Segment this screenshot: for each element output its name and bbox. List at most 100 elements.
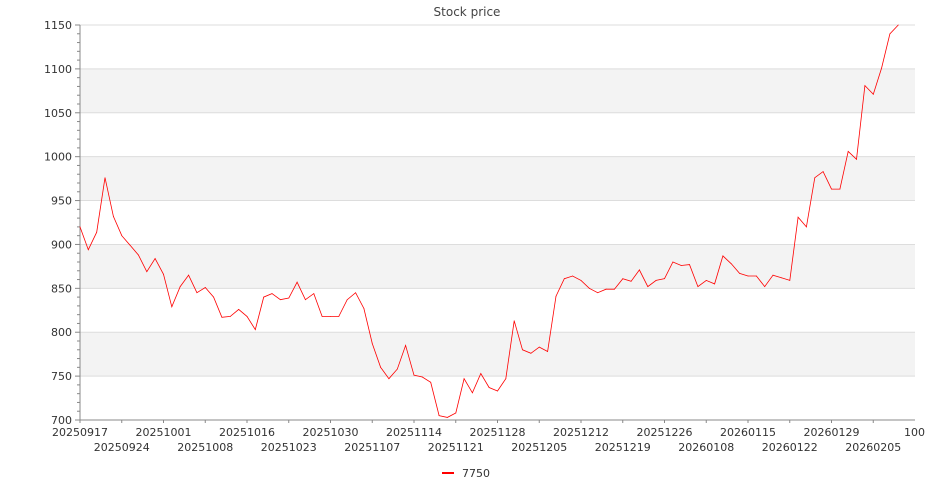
data-point: [889, 33, 891, 35]
data-point: [413, 374, 415, 376]
data-point: [204, 287, 206, 288]
data-point: [755, 275, 757, 277]
data-point: [705, 280, 707, 281]
y-tick-label: 900: [51, 238, 72, 251]
x-tick-label: 20251008: [177, 441, 233, 454]
data-point: [522, 349, 523, 351]
data-point: [680, 265, 682, 266]
data-point: [747, 275, 749, 277]
data-point: [806, 226, 807, 228]
data-point: [580, 280, 582, 281]
data-point: [655, 280, 657, 281]
data-point: [305, 299, 306, 301]
data-point: [79, 226, 81, 228]
data-point: [246, 316, 248, 317]
data-point: [730, 263, 732, 265]
x-tick-label: 20251114: [386, 426, 442, 439]
data-point: [814, 177, 816, 179]
grid-band: [80, 244, 915, 289]
data-point: [229, 316, 231, 317]
y-tick-label: 850: [51, 282, 72, 295]
x-tick-label: 20260205: [845, 441, 901, 454]
data-point: [363, 308, 365, 309]
data-point: [280, 299, 281, 301]
data-point: [530, 352, 532, 354]
x-tick-label: 20251001: [136, 426, 192, 439]
data-point: [839, 188, 841, 190]
data-point: [138, 254, 139, 256]
data-point: [555, 295, 557, 297]
data-point: [179, 286, 181, 287]
data-point: [538, 346, 540, 348]
data-point: [605, 288, 607, 290]
data-point: [87, 249, 89, 251]
gridlines: [80, 24, 915, 377]
background-bands: [80, 68, 915, 377]
x-tick-label: 20251107: [344, 441, 400, 454]
data-point: [513, 320, 515, 322]
data-point: [463, 378, 465, 380]
data-point: [330, 316, 331, 317]
data-point: [346, 299, 348, 301]
x-tick-label: 20250924: [94, 441, 150, 454]
data-point: [588, 287, 590, 289]
y-tick-label: 800: [51, 326, 72, 339]
chart-title: Stock price: [434, 5, 501, 19]
data-point: [614, 288, 615, 290]
data-point: [171, 306, 173, 308]
data-point: [254, 329, 256, 330]
data-point: [338, 316, 340, 317]
data-point: [630, 280, 632, 282]
data-point: [296, 281, 298, 283]
y-tick-label: 750: [51, 370, 72, 383]
data-point: [689, 264, 690, 266]
data-point: [505, 378, 507, 380]
x-tick-label: 20250917: [52, 426, 108, 439]
data-point: [672, 261, 674, 263]
data-point: [163, 273, 164, 275]
y-axis: 700 750 800 850 900 950 1000 1050 1100 1150: [44, 19, 81, 427]
data-point: [221, 316, 223, 318]
x-tick-label: 20251121: [428, 441, 484, 454]
data-point: [405, 344, 407, 346]
data-point: [897, 24, 899, 26]
data-point: [288, 297, 290, 299]
x-tick-label: 20251128: [470, 426, 526, 439]
data-point: [321, 316, 323, 317]
data-point: [597, 292, 599, 294]
data-point: [563, 278, 565, 280]
data-point: [380, 366, 381, 368]
grid-band: [80, 156, 915, 201]
data-point: [856, 158, 857, 160]
data-point: [480, 373, 482, 374]
data-point: [872, 93, 874, 95]
data-point: [772, 274, 774, 276]
x-axis-tick-labels: 20250917 20250924 20251001 20251008 20251016…: [52, 420, 925, 454]
data-point: [664, 278, 665, 280]
x-tick-label: 20251212: [553, 426, 609, 439]
data-point: [739, 273, 741, 274]
data-point: [146, 271, 148, 273]
grid-band: [80, 68, 915, 113]
data-point: [472, 392, 473, 394]
data-point: [371, 343, 373, 345]
data-point: [455, 412, 457, 414]
data-point: [622, 278, 624, 280]
y-tick-label: 950: [51, 195, 72, 208]
data-point: [263, 296, 265, 298]
data-point: [697, 286, 699, 287]
x-tick-label: 20251023: [261, 441, 317, 454]
data-point: [789, 280, 791, 281]
data-point: [238, 309, 240, 310]
x-tick-label: 20260122: [762, 441, 818, 454]
data-point: [104, 177, 106, 179]
data-point: [196, 292, 198, 294]
data-point: [847, 151, 849, 152]
data-point: [438, 415, 440, 417]
data-point: [313, 293, 315, 294]
x-tick-label: 20251226: [637, 426, 693, 439]
data-point: [647, 286, 649, 287]
data-point: [447, 416, 448, 418]
y-tick-label: 1100: [44, 63, 72, 76]
